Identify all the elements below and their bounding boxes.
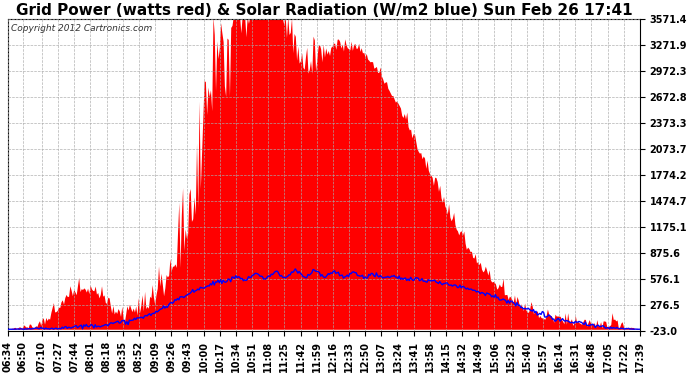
Text: Copyright 2012 Cartronics.com: Copyright 2012 Cartronics.com bbox=[11, 24, 152, 33]
Title: Grid Power (watts red) & Solar Radiation (W/m2 blue) Sun Feb 26 17:41: Grid Power (watts red) & Solar Radiation… bbox=[15, 3, 632, 18]
